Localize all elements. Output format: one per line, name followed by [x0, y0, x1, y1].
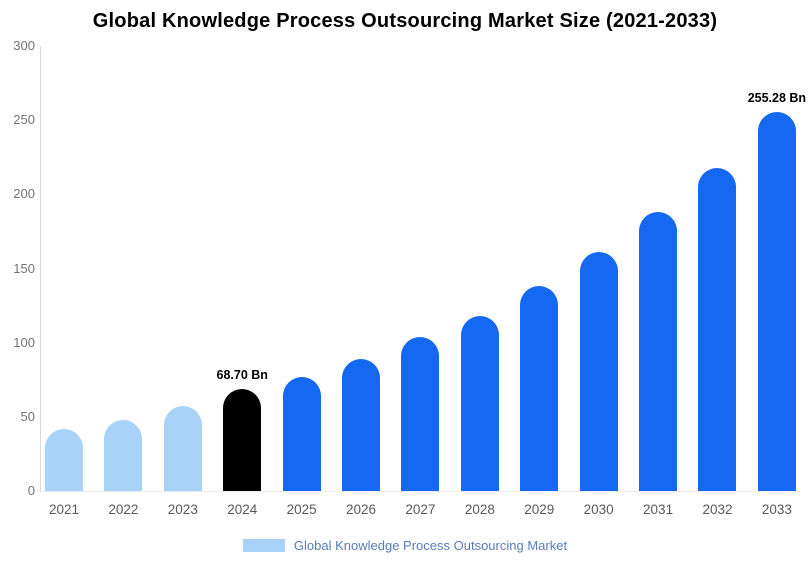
bar-2027	[401, 336, 440, 491]
x-tick-label: 2026	[346, 502, 377, 517]
bar-2025	[282, 376, 321, 491]
bar-2023	[163, 406, 202, 491]
x-tick-label: 2023	[167, 502, 198, 517]
y-tick-label: 100	[13, 334, 35, 350]
x-tick-label: 2027	[405, 502, 436, 517]
chart-title: Global Knowledge Process Outsourcing Mar…	[92, 10, 718, 32]
plot-area: 0 50 100 150 200 250 300 2021 2022 2023 2024 68.70…	[13, 38, 806, 517]
y-tick-label: 250	[13, 112, 35, 128]
x-tick-label: 2030	[583, 502, 614, 517]
legend-label: Global Knowledge Process Outsourcing Mar…	[293, 538, 568, 553]
bar-slot: 2032	[698, 46, 737, 517]
bar-2031	[639, 212, 678, 491]
bars: 2021 2022 2023 2024 68.70 Bn 2025 2026 2027 2028…	[41, 46, 806, 517]
bar-2030	[579, 252, 618, 491]
x-tick-label: 2024	[227, 502, 258, 517]
bar-slot: 2025	[282, 46, 321, 517]
bar-2022	[104, 419, 143, 491]
y-tick-label: 300	[13, 38, 35, 53]
bar-2033	[757, 112, 796, 491]
x-tick-label: 2032	[702, 502, 733, 517]
bar-slot: 2022	[104, 46, 143, 517]
bar-slot: 2026	[342, 46, 381, 517]
bar-2029	[520, 286, 559, 491]
x-tick-label: 2029	[524, 502, 555, 517]
legend: Global Knowledge Process Outsourcing Mar…	[0, 538, 810, 553]
y-tick-label: 0	[27, 483, 35, 498]
bar-slot: 2027	[401, 46, 440, 517]
bar-slot: 2024 68.70 Bn	[217, 46, 268, 517]
bar-slot: 2023	[163, 46, 202, 517]
value-label: 255.28 Bn	[747, 91, 807, 106]
y-tick-label: 200	[13, 186, 35, 202]
x-tick-label: 2033	[761, 502, 792, 517]
bar-slot: 2028	[460, 46, 499, 517]
bar-slot: 2021	[45, 46, 83, 517]
bar-2026	[342, 358, 381, 491]
x-tick-label: 2025	[286, 502, 317, 517]
bar-2024	[223, 389, 262, 491]
x-tick-label: 2021	[48, 502, 80, 517]
bar-2021	[45, 428, 83, 491]
bar-2032	[698, 167, 737, 491]
bar-slot: 2031	[639, 46, 678, 517]
y-tick-label: 150	[13, 260, 35, 276]
x-tick-label: 2022	[108, 502, 139, 517]
bar-2028	[460, 315, 499, 491]
x-tick-label: 2031	[643, 502, 674, 517]
bar-slot: 2029	[520, 46, 559, 517]
x-tick-label: 2028	[464, 502, 495, 517]
bar-slot: 2033 255.28 Bn	[748, 46, 806, 517]
value-label: 68.70 Bn	[216, 368, 268, 383]
legend-swatch-icon	[242, 539, 285, 552]
bar-slot: 2030	[579, 46, 618, 517]
y-tick-label: 50	[20, 408, 35, 424]
